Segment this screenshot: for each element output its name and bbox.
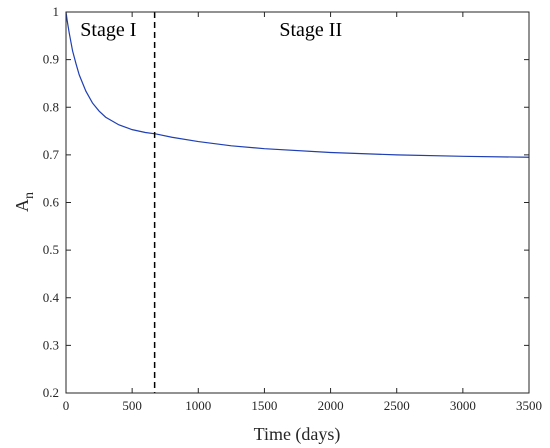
x-tick-label: 1000 [185, 398, 211, 413]
annotations: Stage I Stage II [80, 19, 342, 41]
x-axis-title: Time (days) [254, 424, 341, 445]
x-tick-label: 1500 [251, 398, 277, 413]
stage-label-2: Stage II [279, 19, 342, 41]
stage-label-1: Stage I [80, 19, 136, 41]
y-tick-label: 0.8 [43, 99, 59, 114]
y-axis-title: An [12, 192, 37, 212]
plot-area [66, 12, 529, 393]
series-line-0 [65, 11, 530, 158]
y-tick-label: 0.7 [43, 147, 60, 162]
y-tick-label: 1 [53, 4, 60, 19]
x-tick-label: 0 [63, 398, 70, 413]
y-tick-label: 0.5 [43, 242, 59, 257]
x-tick-label: 500 [122, 398, 142, 413]
series-layer [65, 11, 530, 158]
y-axis-title-base: A [12, 199, 32, 212]
y-tick-label: 0.2 [43, 385, 59, 400]
y-tick-label: 0.9 [43, 52, 59, 67]
y-tick-label: 0.3 [43, 337, 59, 352]
y-axis: 0.2 0.3 0.4 0.5 0.6 0.7 0.8 0.9 1 [43, 4, 529, 400]
y-tick-label: 0.6 [43, 195, 60, 210]
x-axis: 0 500 1000 1500 2000 2500 3000 3500 [63, 12, 542, 413]
y-axis-title-subscript: n [22, 192, 37, 199]
y-tick-label: 0.4 [43, 290, 60, 305]
x-tick-label: 3500 [516, 398, 542, 413]
x-tick-label: 2500 [384, 398, 410, 413]
x-tick-label: 3000 [450, 398, 476, 413]
x-tick-label: 2000 [318, 398, 344, 413]
